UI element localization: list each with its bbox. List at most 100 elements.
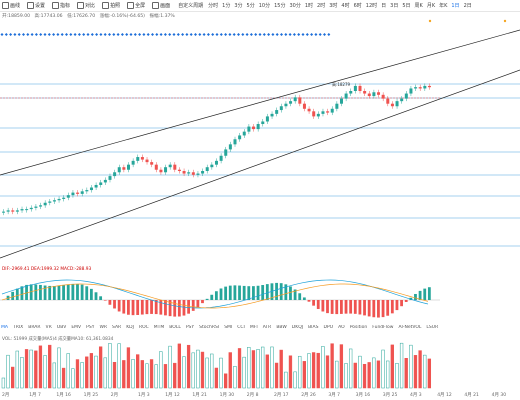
indicator-tab[interactable]: EMV (71, 325, 82, 330)
low-value: 低:17626.70 (67, 14, 96, 19)
timeframe-tab[interactable]: 周K (414, 3, 423, 9)
date-tick-label: 4月 21 (464, 393, 479, 398)
indicator-tab[interactable]: SAR (112, 325, 122, 330)
timeframe-tab[interactable]: 10分 (258, 3, 271, 9)
indicator-tab[interactable]: AO (338, 325, 345, 330)
indicator-tab[interactable]: BIAS (308, 325, 319, 330)
indicator-tab[interactable]: ROC (138, 325, 149, 330)
indicator-tab[interactable]: SMI (224, 325, 233, 330)
indicator-tab[interactable]: MA (1, 325, 8, 330)
timeframe-tab[interactable]: 年K (439, 3, 448, 9)
timeframe-tab[interactable]: 12时 (365, 3, 378, 9)
timeframe-tab[interactable]: 30分 (289, 3, 301, 9)
indicator-tab[interactable]: LSUR (426, 325, 439, 330)
volume-bar (367, 362, 371, 389)
indicator-tab[interactable]: BBW (276, 325, 287, 330)
indicator-button[interactable]: 指标 (52, 2, 70, 9)
indicator-tab[interactable]: CCI (237, 325, 245, 330)
timeframe-tab[interactable]: 15分 (274, 3, 286, 9)
indicator-tab[interactable]: StochRSI (199, 325, 220, 330)
indicator-tab[interactable]: DPO (323, 325, 334, 330)
signal-dot (185, 33, 189, 36)
custom-period-button[interactable]: 自定义周期 (178, 3, 204, 9)
signal-dot (249, 33, 253, 36)
volume-bar (145, 363, 149, 389)
macd-histogram-bar (173, 300, 177, 317)
candle-body (187, 172, 191, 174)
volume-bar (186, 344, 191, 389)
signal-dot (219, 33, 223, 36)
snapshot-button[interactable]: 拍照 (102, 2, 120, 9)
compare-button[interactable]: 对比 (77, 2, 95, 9)
date-tick-label: 2月 8 (246, 393, 259, 398)
indicator-tab[interactable]: BOLL (169, 325, 181, 330)
timeframe-tab[interactable]: 日 (381, 3, 387, 9)
indicator-tab[interactable]: MTM (153, 325, 165, 330)
draw-tool-button[interactable]: 画线 (2, 2, 20, 9)
timeframe-tab[interactable]: 3时 (329, 3, 338, 9)
indicator-tab[interactable]: Position (349, 325, 368, 330)
fullscreen-button[interactable]: 全屏 (127, 2, 145, 9)
indicator-tab[interactable]: AI-NetVOL (398, 325, 422, 330)
volume-bar (61, 367, 66, 389)
signal-dot (56, 33, 60, 36)
volume-bar (362, 363, 367, 389)
layout-icon (152, 2, 160, 9)
timeframe-tab[interactable]: 1时 (304, 3, 314, 9)
timeframe-tab[interactable]: 4时 (341, 3, 350, 9)
signal-dot (47, 33, 51, 36)
timeframe-tab[interactable]: 3分 (234, 3, 243, 9)
volume-bar (302, 361, 307, 389)
macd-histogram-bar (20, 286, 24, 300)
candle-body (344, 93, 348, 99)
timeframe-tab[interactable]: 分时 (208, 3, 219, 9)
signal-marker (503, 19, 507, 23)
timeframe-tab[interactable]: 5分 (246, 3, 255, 9)
indicator-tab[interactable]: OBV (56, 325, 67, 330)
timeframe-tab[interactable]: 1日 (451, 3, 460, 9)
indicator-tab[interactable]: WR (99, 325, 108, 330)
indicator-tab[interactable]: FundFlow (372, 325, 394, 330)
signal-dot (198, 33, 202, 36)
volume-bar (413, 355, 418, 389)
indicator-tab[interactable]: BRAR (28, 325, 41, 330)
macd-histogram-bar (62, 285, 65, 300)
indicator-tab[interactable]: KDJ (126, 325, 134, 330)
indicator-tab[interactable]: TRIX (12, 325, 24, 330)
volume-bar (57, 347, 61, 389)
candle-body (154, 164, 158, 170)
indicator-tab[interactable]: DKQJ (291, 325, 304, 330)
signal-dot (301, 33, 305, 36)
timeframe-tab[interactable]: 月K (426, 3, 436, 9)
volume-bar (353, 362, 357, 389)
volume-bar (228, 352, 232, 389)
candle-body (367, 93, 371, 97)
date-tick-label: 1月 3 (138, 393, 150, 398)
layout-button[interactable]: 画面 (152, 2, 170, 9)
macd-histogram-bar (372, 300, 376, 318)
volume-bar (418, 350, 422, 389)
indicator-tab[interactable]: PSY (185, 325, 195, 330)
timeframe-tab[interactable]: 1分 (222, 3, 231, 9)
timeframe-tab[interactable]: 3日 (390, 3, 399, 9)
candle-body (247, 126, 251, 132)
volume-bar (284, 371, 288, 389)
signal-dot (327, 33, 331, 36)
candle-body (196, 173, 200, 175)
candle-body (312, 111, 316, 117)
timeframe-tab[interactable]: 5日 (402, 3, 411, 9)
candle-body (168, 164, 172, 168)
macd-histogram-bar (117, 300, 121, 312)
indicator-tab[interactable]: PSY (86, 325, 95, 330)
indicator-tab[interactable]: VR (45, 325, 52, 330)
settings-button[interactable]: 设置 (27, 2, 45, 9)
indicator-tab[interactable]: ATR (262, 325, 272, 330)
volume-bar (316, 352, 320, 389)
macd-readout: DIF:-2969.41 DEA:1999.32 MACD:-288.93 (2, 267, 92, 272)
indicator-tab[interactable]: MFI (249, 325, 258, 330)
timeframe-tab[interactable]: 2日 (463, 3, 472, 9)
timeframe-tab[interactable]: 2时 (317, 3, 326, 9)
signal-dot (138, 33, 142, 36)
timeframe-tab[interactable]: 6时 (353, 3, 362, 9)
